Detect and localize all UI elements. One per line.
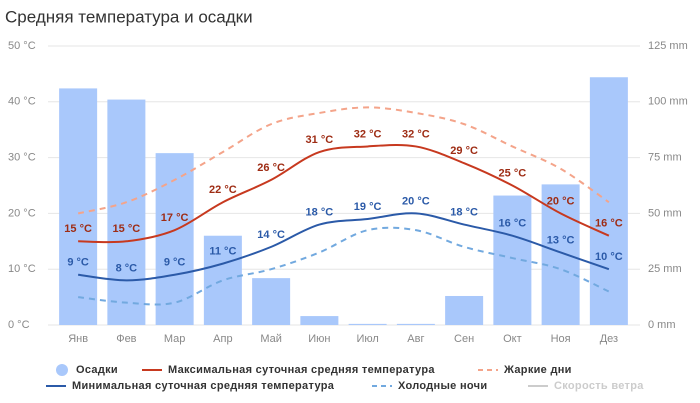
x-tick-label: Окт [503, 333, 522, 345]
line [78, 226, 610, 306]
y2-tick-label: 100 mm [648, 96, 688, 108]
y2-tick-label: 125 mm [648, 40, 688, 52]
line [77, 106, 610, 215]
y-tick-label: 50 °C [8, 40, 36, 52]
x-tick-label: Сен [454, 333, 474, 345]
x-tick-label: Июн [308, 333, 330, 345]
y2-tick-label: 0 mm [648, 319, 676, 331]
x-tick-label: Дез [600, 333, 618, 345]
data-label: 22 °C [209, 184, 237, 196]
data-label: 32 °C [354, 128, 382, 140]
data-label: 11 °C [209, 246, 236, 258]
bar [155, 153, 194, 325]
y2-tick-label: 25 mm [648, 263, 682, 275]
bar [252, 278, 291, 325]
x-tick-label: Авг [407, 333, 424, 345]
x-tick-label: Ноя [551, 333, 571, 345]
bar [59, 88, 98, 326]
legend-symbol [56, 364, 68, 376]
data-label: 10 °C [595, 251, 623, 263]
data-label: 9 °C [67, 257, 89, 269]
x-tick-label: Июл [356, 333, 378, 345]
y-tick-label: 0 °C [8, 319, 30, 331]
y-tick-label: 30 °C [8, 152, 36, 164]
y-tick-label: 20 °C [8, 207, 36, 219]
data-label: 18 °C [306, 206, 334, 218]
data-label: 14 °C [257, 229, 285, 241]
line [78, 143, 610, 244]
data-label: 18 °C [450, 206, 478, 218]
data-label: 16 °C [499, 218, 527, 230]
bar [348, 323, 387, 325]
data-label: 29 °C [450, 145, 478, 157]
data-label: 32 °C [402, 128, 430, 140]
data-label: 26 °C [257, 162, 285, 174]
x-tick-label: Мар [164, 333, 186, 345]
data-label: 15 °C [113, 223, 141, 235]
x-tick-label: Фев [116, 333, 136, 345]
data-label: 25 °C [499, 167, 527, 179]
legend-label: Максимальная суточная средняя температур… [168, 364, 435, 376]
y2-tick-label: 75 mm [648, 152, 682, 164]
data-label: 31 °C [306, 134, 334, 146]
legend-label: Холодные ночи [398, 380, 487, 392]
legend-label: Жаркие дни [503, 364, 572, 376]
legend-label: Минимальная суточная средняя температура [72, 380, 335, 392]
data-label: 19 °C [354, 201, 382, 213]
data-label: 17 °C [161, 212, 189, 224]
chart-title: Средняя температура и осадки [5, 7, 253, 26]
line [78, 212, 610, 282]
legend-label: Осадки [76, 364, 118, 376]
data-label: 9 °C [164, 257, 186, 269]
bar [445, 295, 484, 325]
data-label: 8 °C [116, 262, 138, 274]
x-tick-label: Янв [68, 333, 88, 345]
bar [541, 184, 580, 325]
bar [107, 99, 146, 326]
bar [203, 235, 242, 325]
x-tick-label: Май [260, 333, 282, 345]
y-tick-label: 10 °C [8, 263, 36, 275]
data-label: 13 °C [547, 234, 575, 246]
data-label: 16 °C [595, 218, 623, 230]
data-label: 15 °C [64, 223, 92, 235]
data-label: 20 °C [402, 195, 430, 207]
x-tick-label: Апр [213, 333, 232, 345]
bar [396, 323, 435, 325]
y2-tick-label: 50 mm [648, 207, 682, 219]
legend-label: Скорость ветра [554, 380, 644, 392]
y-tick-label: 40 °C [8, 96, 36, 108]
data-label: 20 °C [547, 195, 575, 207]
bar [300, 316, 339, 325]
